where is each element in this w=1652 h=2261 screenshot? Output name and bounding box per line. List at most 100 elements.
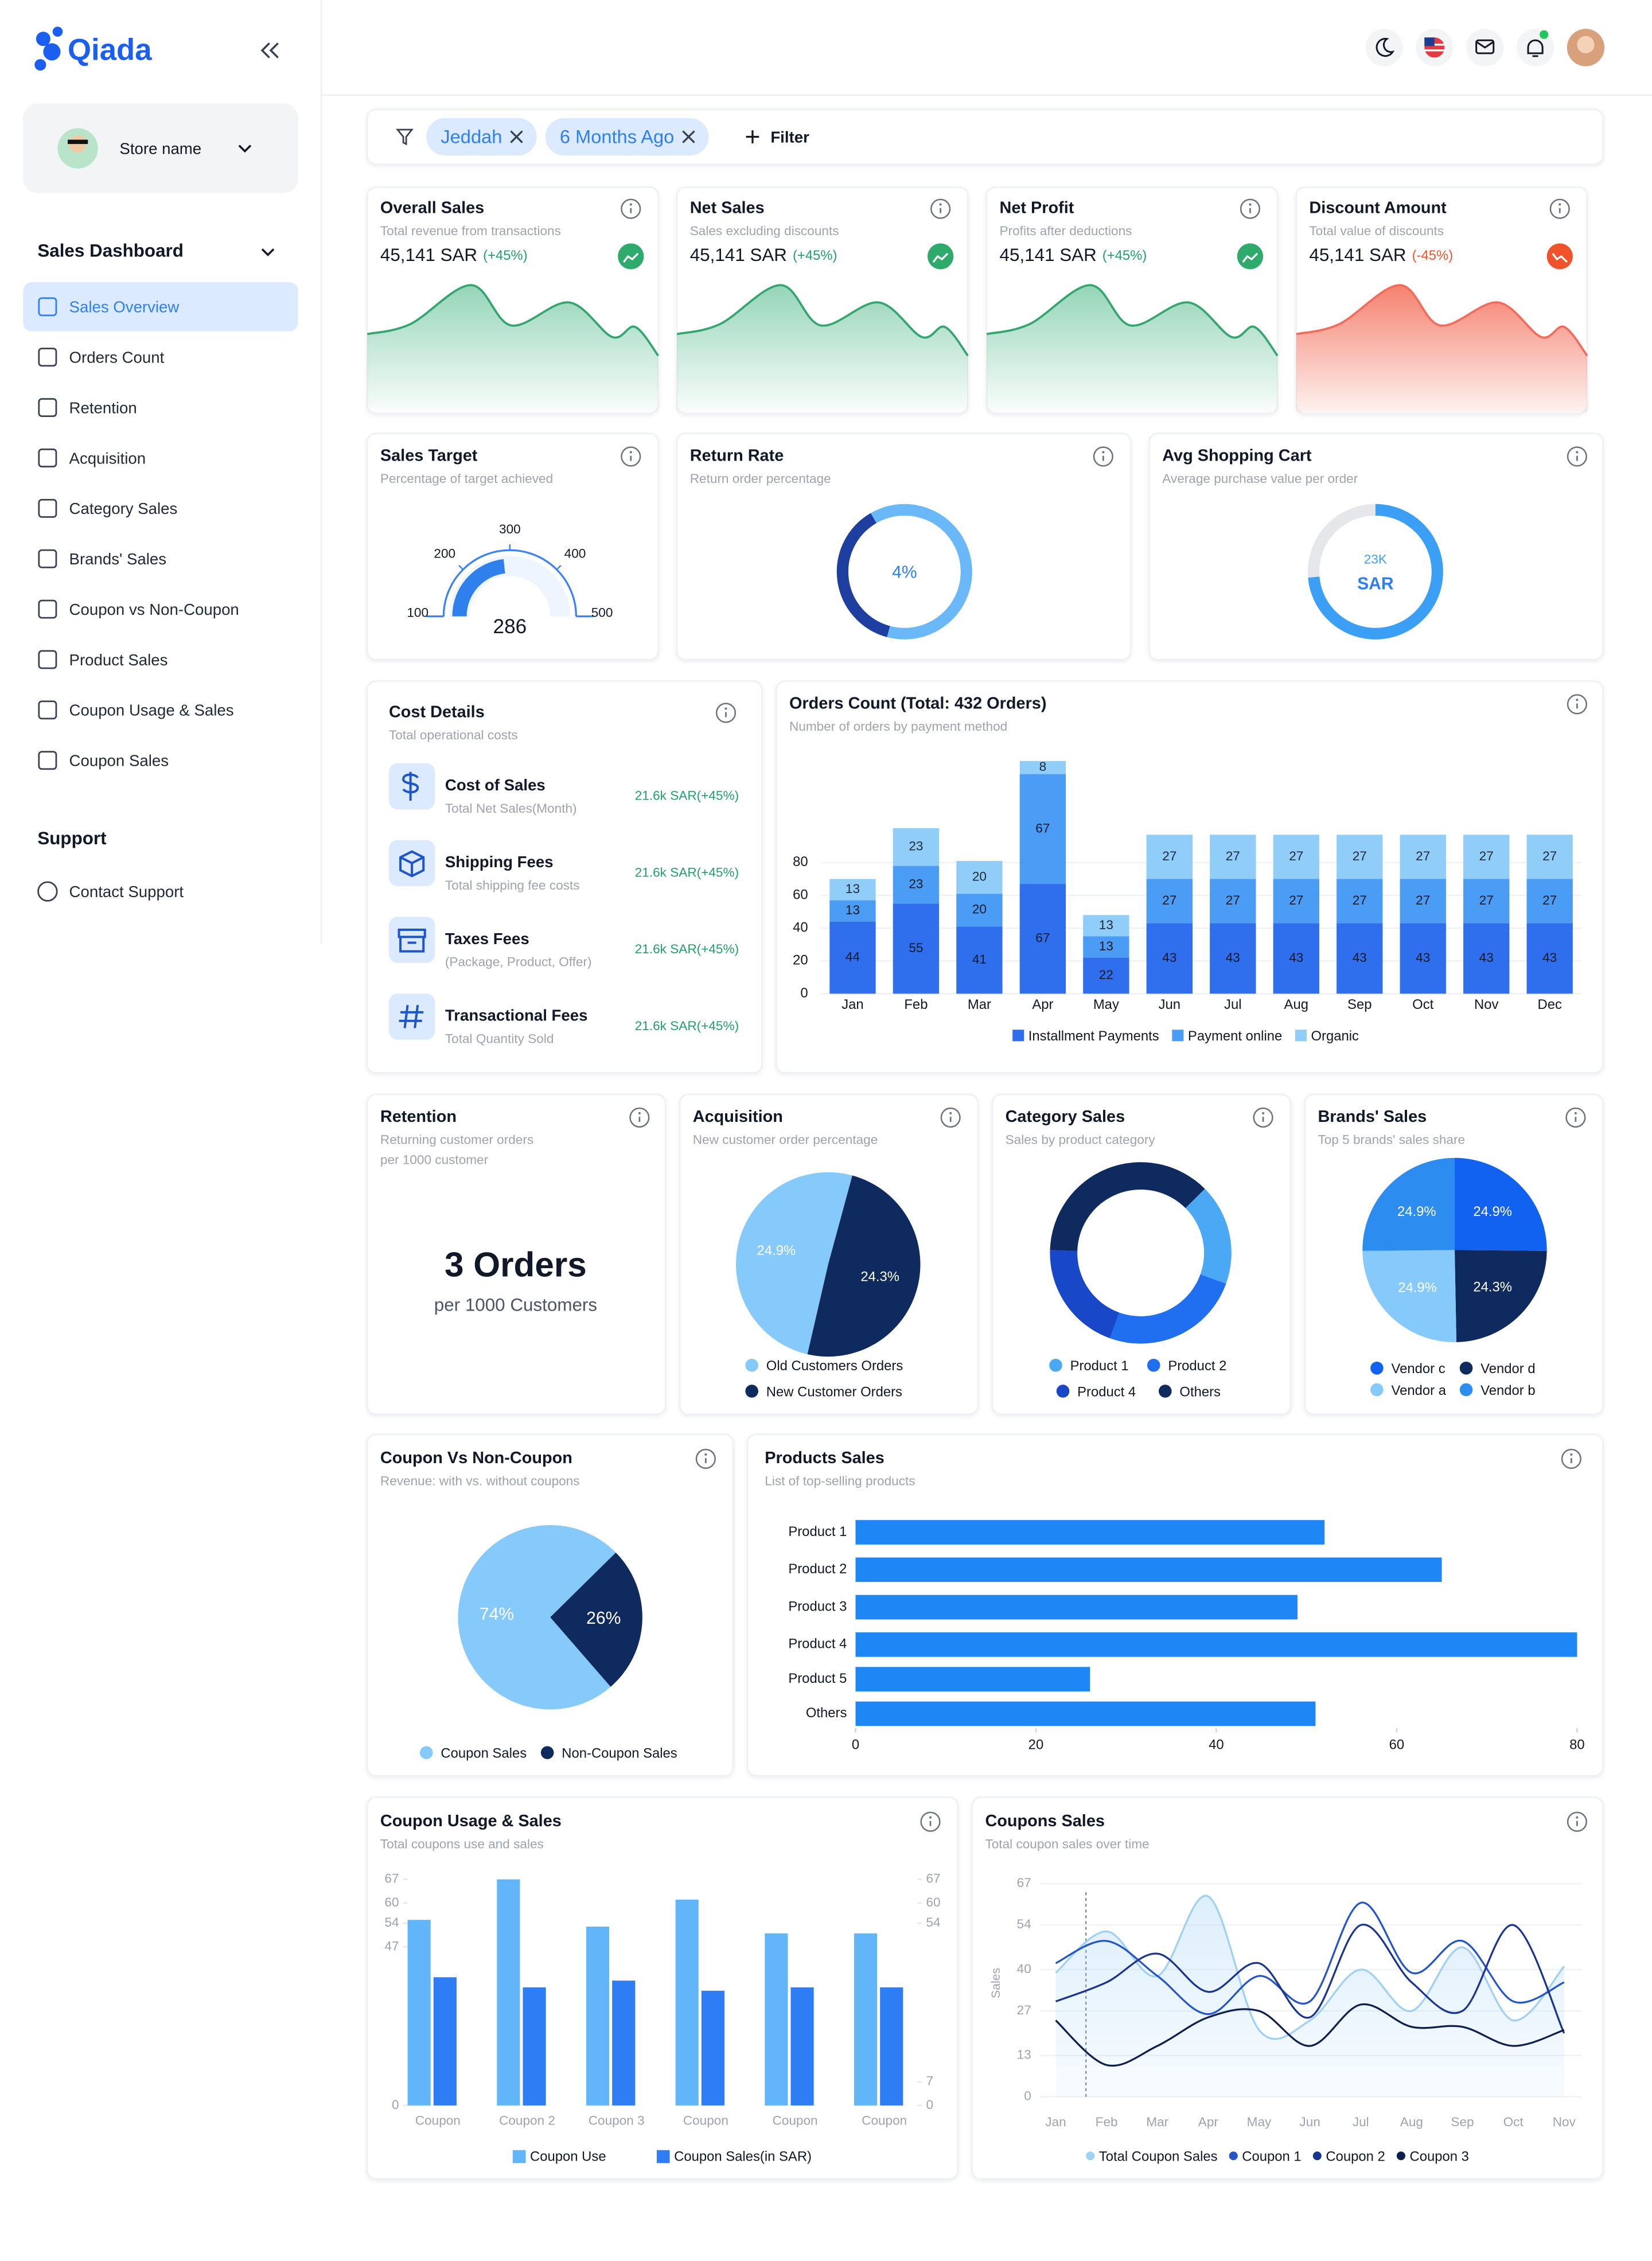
- menu-item[interactable]: Brands' Sales: [69, 550, 167, 568]
- legend-dot: [1049, 1358, 1062, 1372]
- legend-label: Product 2: [1168, 1358, 1226, 1374]
- y-tick-label: 0: [392, 2098, 399, 2112]
- filter-chip-remove[interactable]: [510, 130, 523, 143]
- sparkline-area: [367, 285, 659, 412]
- y-tick-label: 60: [384, 1895, 399, 1909]
- x-tick-label: Jul: [1224, 997, 1241, 1012]
- info-icon[interactable]: [1253, 1107, 1273, 1128]
- legend-label: Non-Coupon Sales: [562, 1745, 677, 1761]
- info-icon[interactable]: [1240, 198, 1261, 219]
- menu-icon: [38, 498, 57, 518]
- y-tick-label: 54: [384, 1915, 399, 1929]
- x-tick-label: Jul: [1353, 2115, 1369, 2129]
- bar-segment: [829, 921, 876, 994]
- x-tick-label: Mar: [1146, 2115, 1168, 2129]
- menu-item[interactable]: Retention: [69, 399, 137, 416]
- info-icon[interactable]: [695, 1448, 716, 1469]
- legend-label: Coupon Use: [530, 2149, 606, 2165]
- menu-item[interactable]: Product Sales: [69, 651, 168, 669]
- legend-dot: [1159, 1385, 1172, 1398]
- pie-label: 74%: [480, 1605, 514, 1624]
- x-tick-label: Jan: [841, 997, 863, 1012]
- x-tick-label: Feb: [904, 997, 928, 1012]
- legend-label: Coupon 2: [1326, 2149, 1385, 2165]
- info-icon[interactable]: [621, 446, 641, 467]
- notifications-button[interactable]: [1516, 29, 1554, 67]
- bar-label: 27: [1226, 893, 1240, 907]
- gauge-tick: [556, 564, 562, 570]
- add-filter-icon[interactable]: [746, 130, 759, 143]
- flag-canton: [1424, 37, 1435, 46]
- sparkline-area: [1296, 285, 1587, 412]
- menu-item[interactable]: Sales Overview: [69, 298, 180, 316]
- info-icon[interactable]: [621, 198, 641, 219]
- x-tick-label: 40: [1209, 1737, 1224, 1752]
- retention-caption: per 1000 Customers: [434, 1295, 597, 1315]
- bar-label: 23: [909, 839, 923, 853]
- menu-item[interactable]: Contact Support: [69, 883, 184, 900]
- bar-segment: [1083, 936, 1129, 958]
- cost-value: 21.6k SAR(+45%): [635, 942, 739, 956]
- bar: [701, 1990, 724, 2106]
- menu-icon: [38, 297, 57, 317]
- info-icon[interactable]: [715, 703, 737, 723]
- bar-segment: [1146, 879, 1193, 923]
- logo: Qiada: [68, 33, 152, 67]
- kpi-change: (-45%): [1412, 248, 1454, 263]
- bar-label: 13: [1099, 918, 1113, 932]
- info-icon[interactable]: [1093, 446, 1113, 467]
- y2-tick-label: 67: [926, 1872, 941, 1886]
- info-icon[interactable]: [1567, 1811, 1587, 1832]
- card: [1148, 432, 1604, 661]
- pie-label: 24.9%: [1398, 1280, 1437, 1296]
- info-icon[interactable]: [1549, 198, 1570, 219]
- filter-chip[interactable]: [426, 118, 537, 156]
- info-icon-dot: [1102, 451, 1105, 454]
- x-tick-label: Nov: [1474, 997, 1498, 1012]
- bar: [880, 1987, 903, 2106]
- section-title[interactable]: Sales Dashboard: [37, 241, 184, 261]
- info-icon[interactable]: [1565, 1107, 1586, 1128]
- info-icon[interactable]: [1567, 446, 1587, 467]
- menu-item[interactable]: Category Sales: [69, 500, 178, 517]
- legend-label: Vendor d: [1480, 1361, 1535, 1377]
- add-filter[interactable]: Filter: [770, 128, 809, 146]
- line: [1055, 2003, 1565, 2067]
- legend-label: Product 1: [1070, 1358, 1129, 1374]
- info-icon[interactable]: [1567, 694, 1587, 715]
- bar-label: 67: [1035, 821, 1050, 835]
- menu-item[interactable]: Coupon Usage & Sales: [69, 701, 234, 719]
- y-tick-label: Product 4: [788, 1636, 847, 1652]
- filter-chip-label: 6 Months Ago: [560, 126, 675, 147]
- menu-item[interactable]: Orders Count: [69, 348, 165, 366]
- menu-item[interactable]: Coupon vs Non-Coupon: [69, 601, 239, 618]
- filter-chip[interactable]: [545, 118, 709, 156]
- info-icon[interactable]: [920, 1811, 941, 1832]
- info-icon-dot: [629, 203, 632, 206]
- store-selector[interactable]: [23, 103, 298, 193]
- notification-dot: [1540, 30, 1549, 39]
- menu-icon: [38, 348, 57, 367]
- x-tick-label: Apr: [1198, 2115, 1219, 2129]
- info-icon[interactable]: [629, 1107, 650, 1128]
- bar-segment: [956, 926, 1003, 994]
- x-tick-label: Nov: [1553, 2115, 1576, 2129]
- menu-item[interactable]: Acquisition: [69, 449, 146, 467]
- info-icon[interactable]: [940, 1107, 961, 1128]
- info-icon[interactable]: [1561, 1448, 1581, 1469]
- trend-arrow: [1242, 252, 1259, 263]
- filter-chip-remove[interactable]: [682, 130, 695, 143]
- bar-label: 43: [1416, 950, 1430, 965]
- legend-dot: [1396, 2151, 1405, 2161]
- mail-flap: [1475, 41, 1494, 49]
- y-tick-label: 40: [1017, 1962, 1031, 1976]
- bar-segment: [893, 828, 940, 866]
- info-icon[interactable]: [930, 198, 951, 219]
- cost-name: Transactional Fees: [445, 1007, 588, 1024]
- collapse-button[interactable]: [260, 42, 279, 59]
- pie-slice: [736, 1172, 852, 1355]
- menu-item[interactable]: Coupon Sales: [69, 752, 169, 770]
- sparkline: [1296, 284, 1588, 357]
- logo-mark: [34, 26, 63, 71]
- mail-icon: [1475, 39, 1495, 54]
